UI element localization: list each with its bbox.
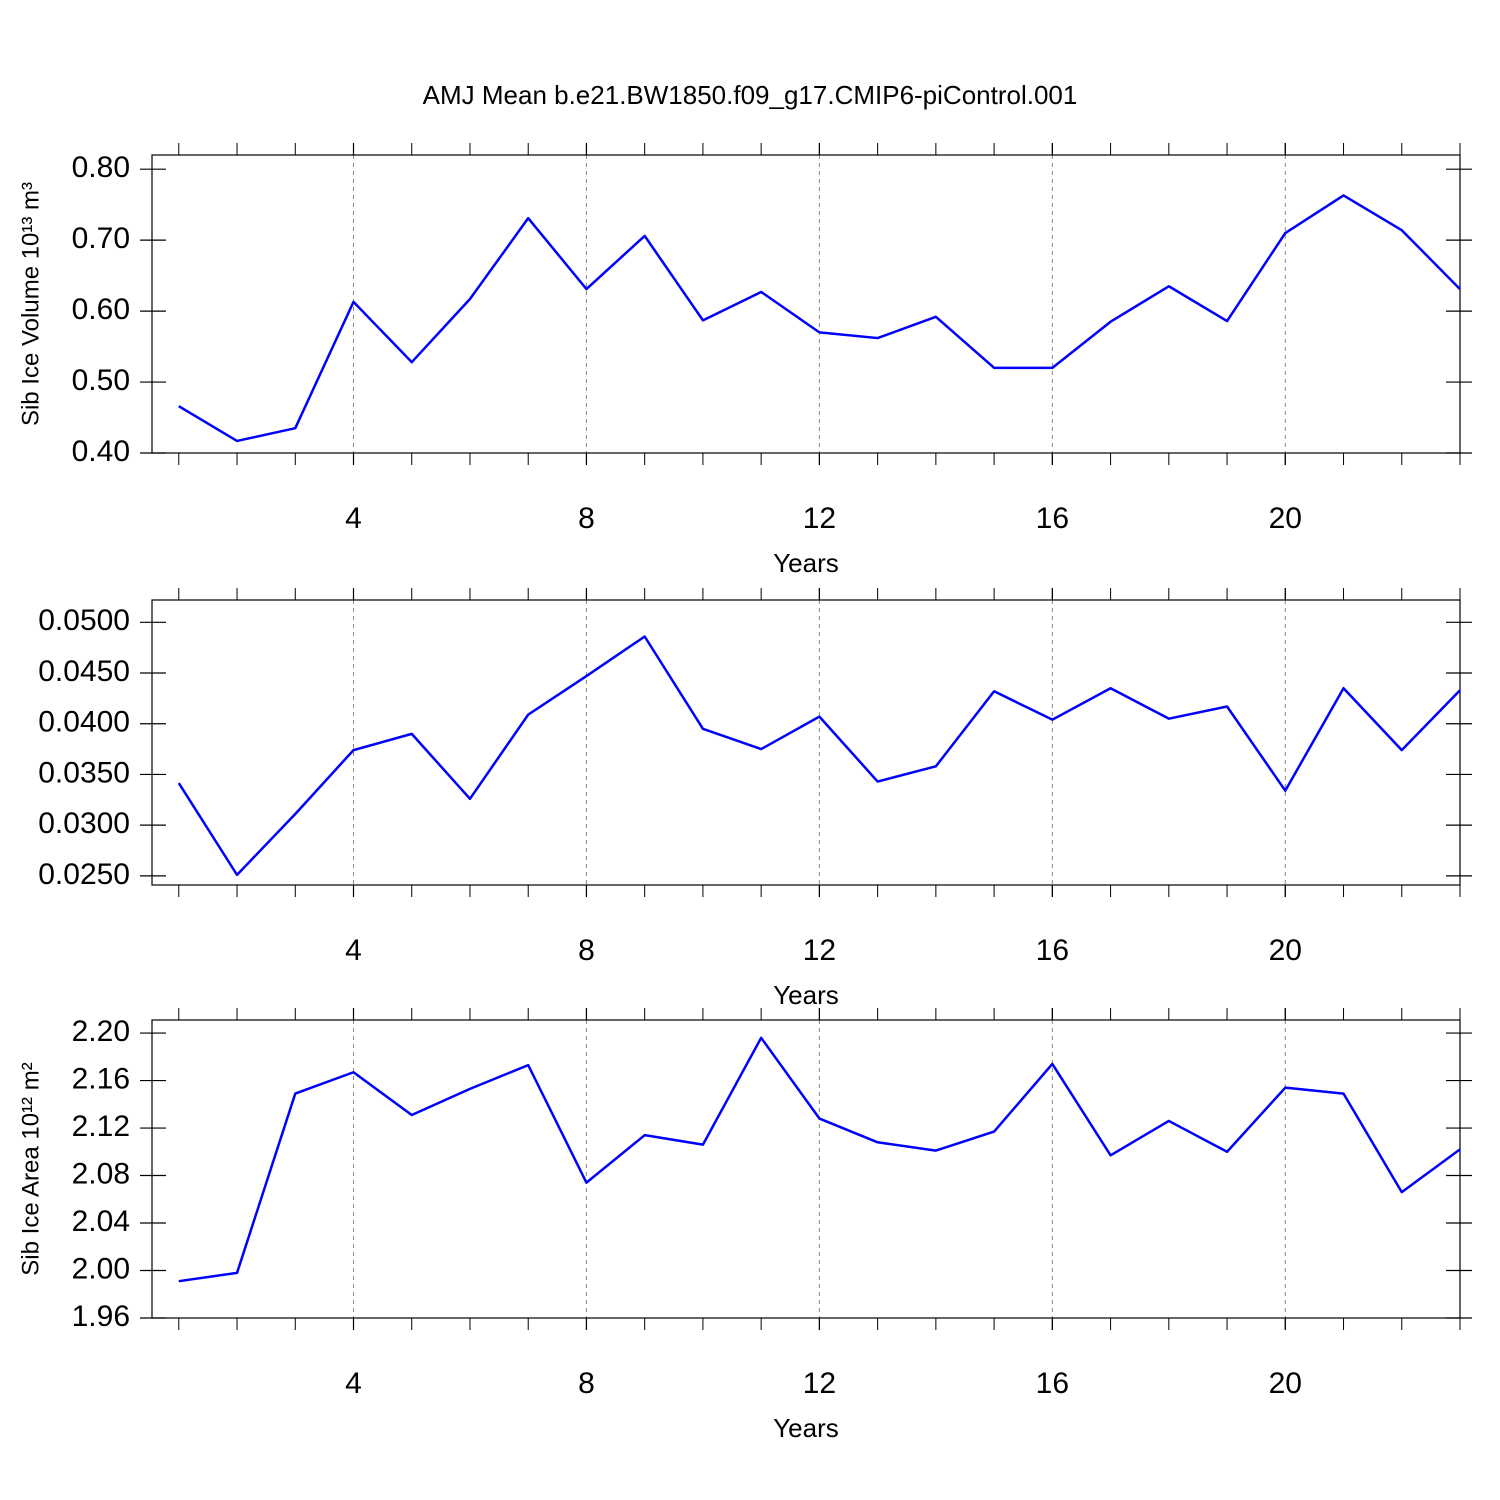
x-tick-label: 20: [1269, 502, 1302, 535]
x-tick-label: 4: [345, 1367, 362, 1400]
x-tick-label: 12: [803, 934, 836, 967]
x-tick-label: 20: [1269, 934, 1302, 967]
y-tick-label: 2.12: [72, 1110, 130, 1143]
y-tick-label: 0.50: [72, 364, 130, 397]
y-tick-label: 2.20: [72, 1015, 130, 1048]
y-axis-label: Sib Ice Area 10¹² m²: [17, 1062, 44, 1275]
y-tick-label: 2.04: [72, 1205, 130, 1238]
y-tick-label: 0.0250: [38, 858, 130, 891]
x-tick-label: 8: [578, 1367, 595, 1400]
x-tick-label: 4: [345, 934, 362, 967]
y-tick-label: 2.16: [72, 1062, 130, 1095]
x-tick-label: 16: [1036, 502, 1069, 535]
data-line: [178, 1036, 1461, 1283]
y-tick-label: 0.0350: [38, 756, 130, 789]
data-line: [177, 635, 1461, 877]
x-tick-label: 20: [1269, 1367, 1302, 1400]
x-tick-label: 4: [345, 502, 362, 535]
x-axis-label: Years: [773, 1413, 839, 1443]
x-tick-label: 16: [1036, 1367, 1069, 1400]
y-tick-label: 0.0450: [38, 655, 130, 688]
plot-frame: [151, 154, 1461, 454]
plot-frame: [151, 599, 1461, 886]
x-tick-label: 16: [1036, 934, 1069, 967]
y-tick-label: 0.0300: [38, 807, 130, 840]
y-tick-label: 0.0500: [38, 604, 130, 637]
x-tick-label: 8: [578, 502, 595, 535]
x-tick-label: 12: [803, 1367, 836, 1400]
x-axis-label: Years: [773, 980, 839, 1010]
y-tick-label: 1.96: [72, 1300, 130, 1333]
y-tick-label: 0.0400: [38, 706, 130, 739]
figure-title: AMJ Mean b.e21.BW1850.f09_g17.CMIP6-piCo…: [423, 80, 1078, 110]
y-tick-label: 0.60: [72, 293, 130, 326]
y-tick-label: 2.00: [72, 1252, 130, 1285]
y-tick-label: 0.80: [72, 151, 130, 184]
x-axis-label: Years: [773, 548, 839, 578]
y-tick-label: 2.08: [72, 1157, 130, 1190]
plot-frame: [151, 1019, 1461, 1319]
y-axis-label: Sib Ice Volume 10¹³ m³: [17, 182, 44, 426]
x-tick-label: 12: [803, 502, 836, 535]
x-tick-label: 8: [578, 934, 595, 967]
y-tick-label: 0.40: [72, 435, 130, 468]
data-line: [178, 194, 1461, 443]
y-tick-label: 0.70: [72, 222, 130, 255]
